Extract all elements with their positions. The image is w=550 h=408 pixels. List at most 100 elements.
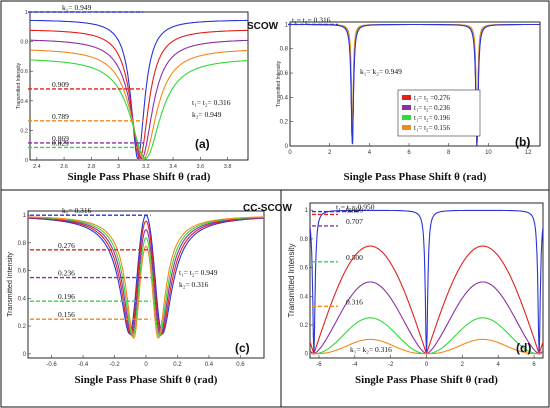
y-axis-label: Transmitted Intensity [287,244,296,318]
series-line-4 [30,49,248,160]
y-tick-label: 0.8 [20,40,28,46]
x-tick-label: 3.6 [196,164,204,170]
legend-swatch [402,125,411,130]
legend-entry: t₁= t₂= 0.196 [414,114,450,122]
x-tick-label: -2 [388,362,394,368]
series-line-2 [30,29,248,160]
parameter-text: t₁= t₂= 0.949 [179,268,218,277]
x-tick-label: 6 [532,362,536,368]
parameter-text: k₂= 0.949 [192,110,222,119]
y-tick-label: 0.8 [18,241,27,247]
annotation-label: 0.156 [58,310,75,319]
x-tick-label: 3.4 [169,164,177,170]
panel-label: (d) [516,341,531,355]
y-tick-label: 0.4 [20,99,28,105]
annotation-label: 0.869 [52,134,69,143]
y-tick-label: 0.2 [280,120,289,126]
y-tick-label: 0.2 [18,324,27,330]
y-tick-label: 1 [305,208,309,214]
y-axis-label: Transmitted Intensity [16,62,22,109]
parameter-text: k₁= k₂= 0.949 [360,67,402,76]
x-tick-label: 6 [407,150,411,156]
x-tick-label: 3 [117,164,120,170]
x-tick-label: 4 [497,362,501,368]
y-tick-label: 0 [305,352,309,358]
panel-label: (a) [195,137,210,151]
y-tick-label: 0 [285,144,289,150]
legend-entry: t₁= t₂ =0.276 [414,94,450,102]
annotation-label: 0.500 [346,253,363,262]
y-tick-label: 0.2 [300,323,309,329]
x-tick-label: 0 [288,150,292,156]
x-axis-label: Single Pass Phase Shift θ (rad) [344,171,487,183]
x-tick-label: 0 [425,362,429,368]
x-axis-label: Single Pass Phase Shift θ (rad) [75,374,218,386]
legend-swatch [402,95,411,100]
annotation-label: 0.236 [58,269,75,278]
series-line-5 [28,216,264,339]
y-tick-label: 0.8 [280,47,289,53]
panel-d: -6 -4 -2 0 2 4 6 0 0.2 0.4 0.6 0.8 1 Single Pass Phas… [287,202,544,386]
x-tick-label: -0.6 [46,362,57,368]
x-tick-label: -0.2 [109,362,120,368]
y-tick-label: 0.6 [20,69,28,75]
annotation-label: 0.707 [346,217,363,226]
y-tick-label: 0 [23,352,27,358]
x-tick-label: 8 [447,150,451,156]
y-tick-label: 0.4 [18,296,27,302]
x-tick-label: 3.2 [142,164,150,170]
annotation-label: k₁= 0.316 [62,206,92,215]
y-axis-label: Transmitted Intensity [7,252,14,317]
x-tick-label: -4 [352,362,358,368]
panel-a: 2.4 2.6 2.8 3 3.2 3.4 3.6 3.8 0 0.2 0.4 0.6 0.8 1 Sing… [16,3,249,183]
plot-area-d [309,202,544,359]
annotation-label: 0.276 [58,241,75,250]
series-line-5 [310,338,543,355]
x-axis-label: Single Pass Phase Shift θ (rad) [68,171,211,183]
annotation-label: 0.909 [52,80,69,89]
x-axis-label: Single Pass Phase Shift θ (rad) [355,374,498,386]
x-tick-label: 4 [368,150,372,156]
annotation-label: 0.196 [58,292,75,301]
annotation-label: t₁= t₂= 0.950 [336,203,375,212]
x-tick-label: 0.2 [173,362,182,368]
series-line-3 [30,39,248,160]
y-tick-label: 0.6 [18,269,27,275]
x-tick-label: 0.6 [236,362,245,368]
x-tick-label: 3.8 [224,164,232,170]
panel-c: -0.6 -0.4 -0.2 0 0.2 0.4 0.6 0 0.2 0.4 0.6 0.8 1 Sing… [7,206,265,386]
panel-label: (b) [515,135,530,149]
parameter-text: k₂= 0.316 [179,280,209,289]
x-tick-label: 0.4 [205,362,214,368]
y-tick-label: 0 [25,158,28,164]
annotation-label: 0.829 [52,138,69,147]
y-tick-label: 0.2 [20,128,28,134]
y-tick-label: 0.4 [300,294,309,300]
parameter-text: k₁= k₂= 0.316 [350,345,392,354]
x-tick-label: -6 [316,362,322,368]
series-line-4 [28,216,264,338]
legend-entry: t₁= t₂= 0.236 [414,104,450,112]
legend-entry: t₁= t₂= 0.156 [414,124,450,132]
annotation-label: k₁= 0.949 [62,3,92,12]
x-tick-label: 0 [144,362,148,368]
legend-box [397,89,481,137]
y-tick-label: 0.6 [280,71,289,77]
y-tick-label: 0.4 [280,95,289,101]
y-tick-label: 1 [25,10,28,16]
annotation-label: 0.789 [52,112,69,121]
x-tick-label: 12 [525,150,532,156]
series-line-3 [28,216,264,337]
annotation-label: t₁= t₂= 0.316 [292,15,331,24]
annotation-label: 0.866 [346,205,363,214]
panel-b: 0 2 4 6 8 10 12 0 0.2 0.4 0.6 0.8 1 Single Pass Phase… [276,15,541,183]
y-tick-label: 0.8 [300,237,309,243]
y-tick-label: 1 [285,22,289,28]
x-tick-label: 2.6 [60,164,68,170]
x-tick-label: 10 [485,150,492,156]
series-line-1 [30,19,248,160]
x-tick-label: 2.8 [87,164,95,170]
annotation-label: 0.316 [346,297,363,306]
